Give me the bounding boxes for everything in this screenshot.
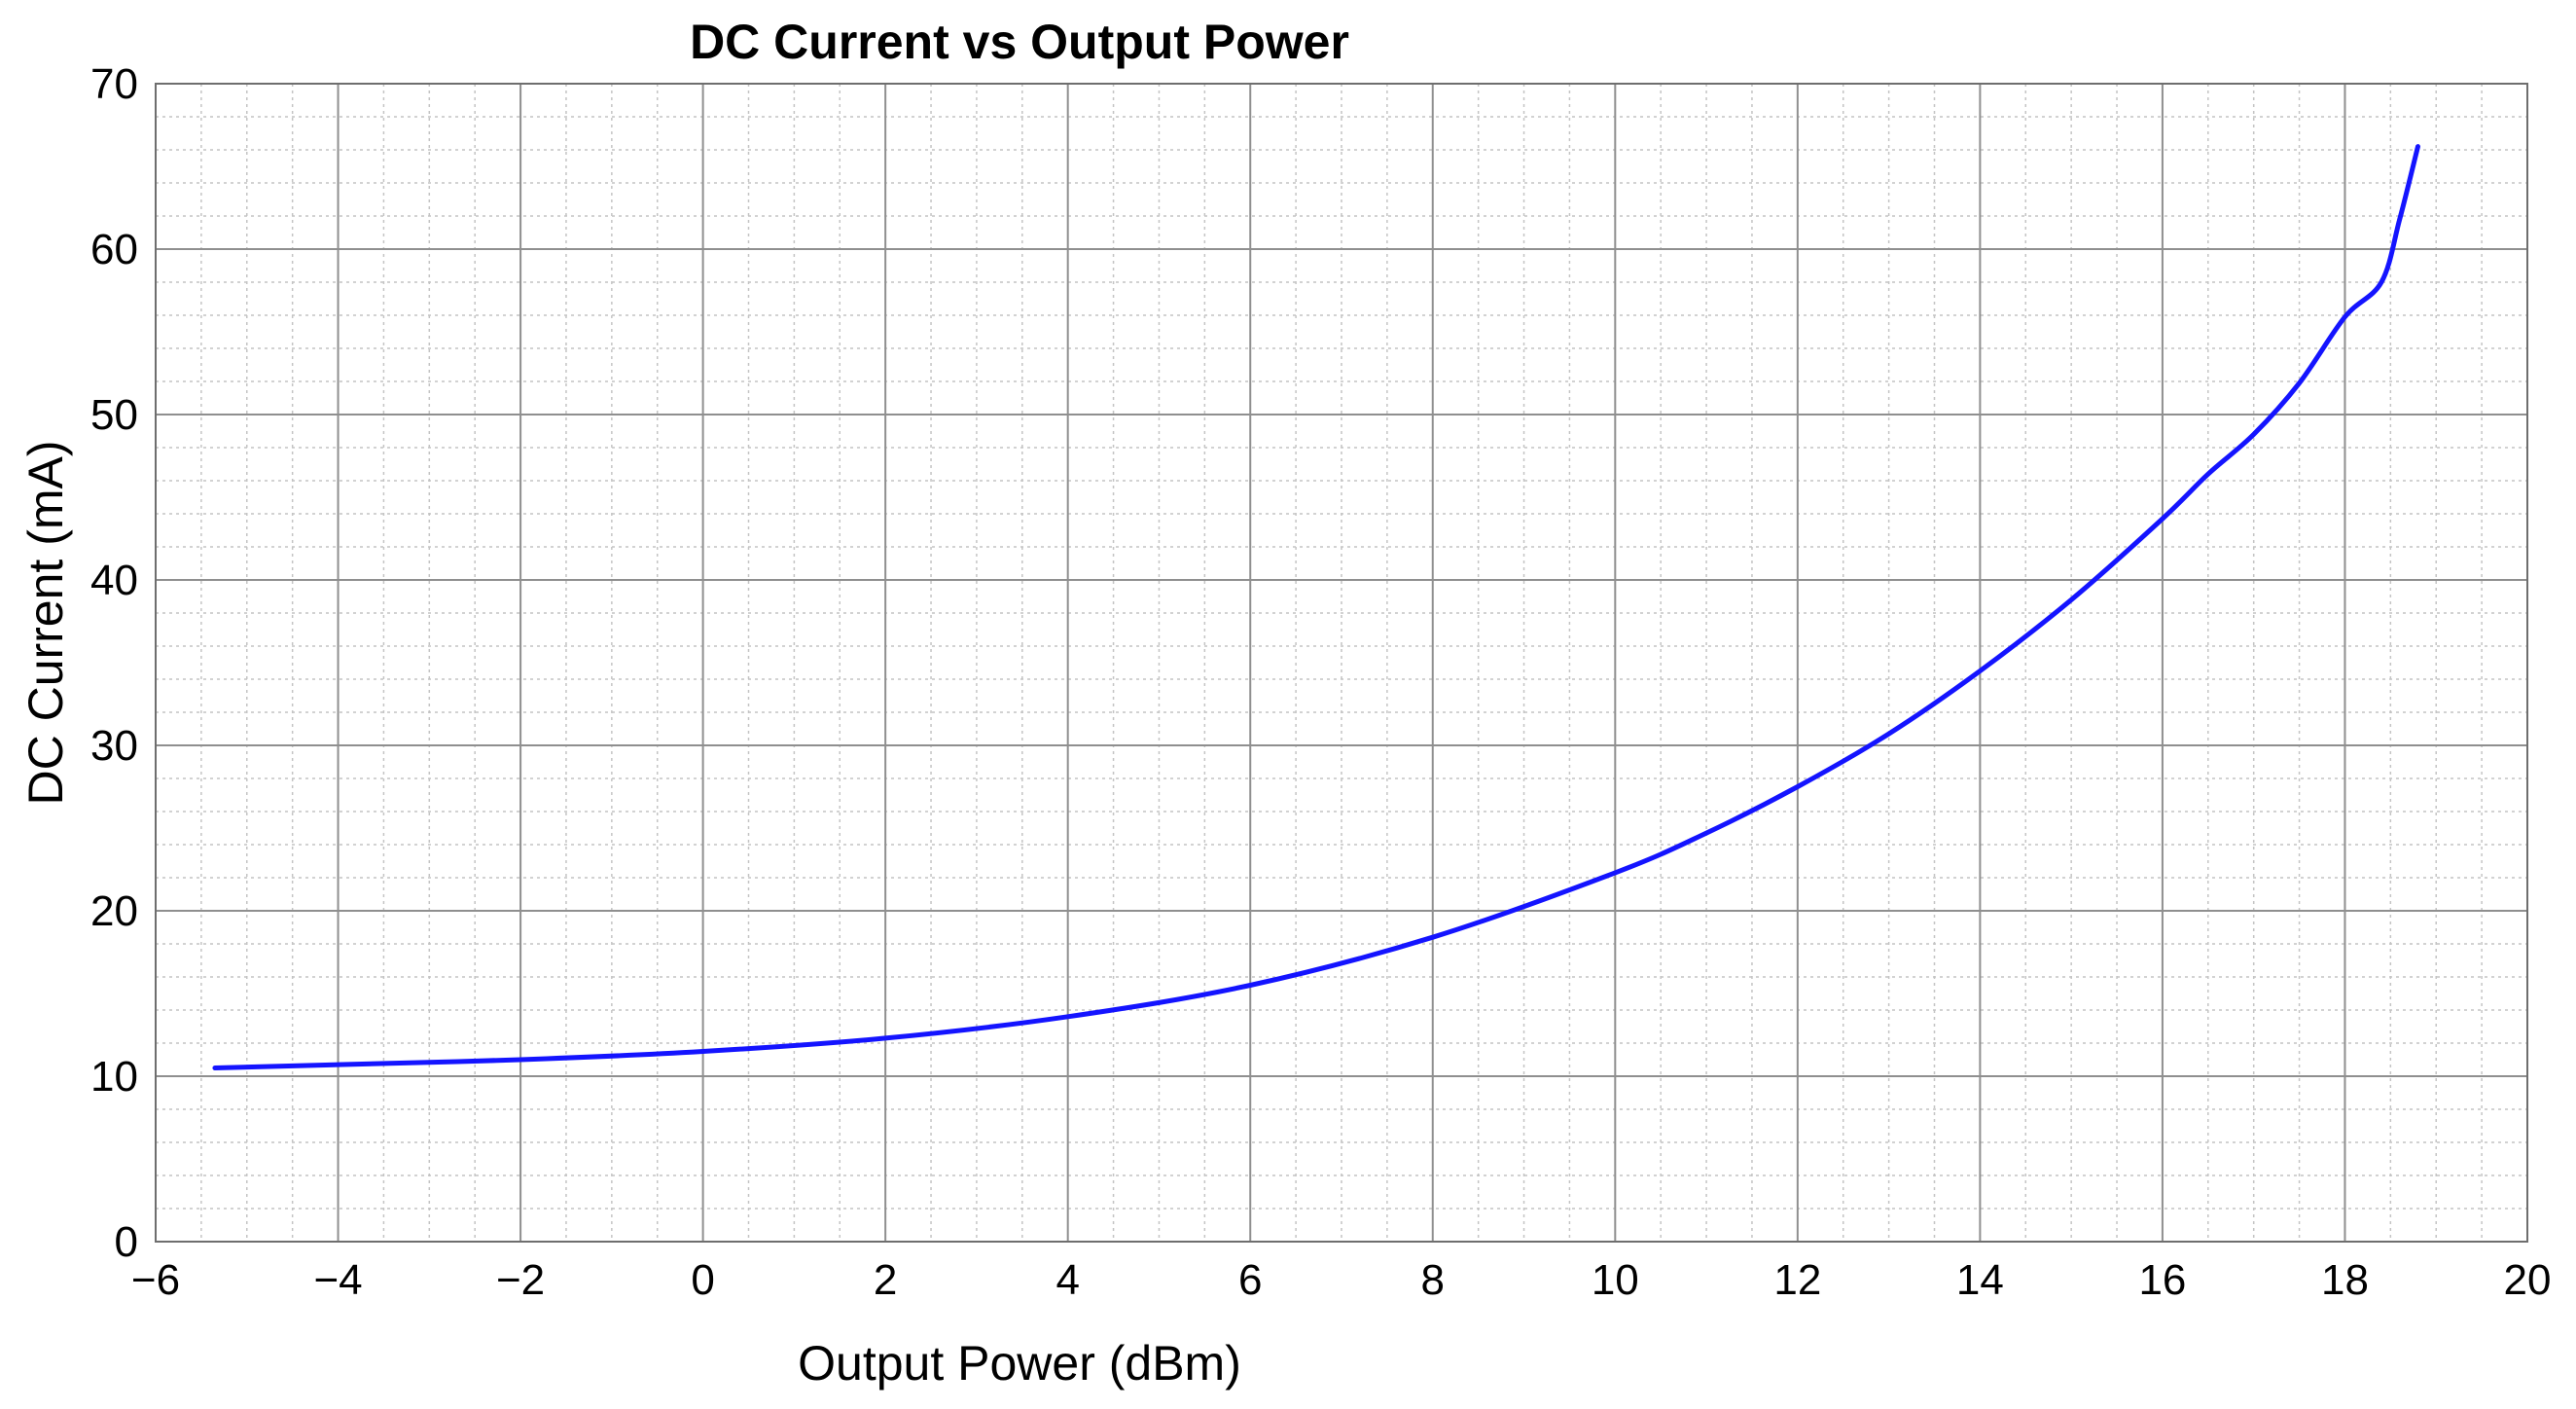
y-axis-label: DC Current (mA) — [18, 440, 73, 805]
x-tick-label: 0 — [691, 1256, 714, 1304]
x-tick-label: 12 — [1773, 1256, 1821, 1304]
x-tick-label: −2 — [496, 1256, 545, 1304]
y-ticks: 0 10 20 30 40 50 60 70 — [90, 60, 138, 1266]
y-tick-label: 70 — [90, 60, 138, 108]
plot-area-border — [155, 83, 2528, 1243]
x-tick-label: 18 — [2321, 1256, 2369, 1304]
y-tick-label: 10 — [90, 1053, 138, 1101]
x-tick-label: 10 — [1592, 1256, 1639, 1304]
series-line — [212, 144, 2420, 1070]
plot-frame — [155, 83, 2528, 1243]
y-tick-label: 0 — [115, 1218, 138, 1266]
x-ticks: −6 −4 −2 0 2 4 6 8 10 12 14 16 18 20 — [131, 1256, 2552, 1304]
x-tick-label: 20 — [2504, 1256, 2552, 1304]
x-axis-label: Output Power (dBm) — [798, 1336, 1241, 1391]
series-group — [212, 144, 2420, 1070]
x-tick-label: 16 — [2138, 1256, 2186, 1304]
chart-title: DC Current vs Output Power — [690, 15, 1349, 69]
x-tick-label: 14 — [1956, 1256, 2004, 1304]
y-tick-label: 50 — [90, 391, 138, 439]
x-tick-label: −6 — [131, 1256, 180, 1304]
y-tick-label: 20 — [90, 887, 138, 935]
y-tick-label: 60 — [90, 226, 138, 273]
x-tick-label: 8 — [1421, 1256, 1445, 1304]
minor-grid — [156, 84, 2527, 1242]
y-tick-label: 30 — [90, 722, 138, 770]
x-tick-label: −4 — [313, 1256, 362, 1304]
y-tick-label: 40 — [90, 557, 138, 604]
x-tick-label: 2 — [874, 1256, 897, 1304]
x-tick-label: 6 — [1238, 1256, 1262, 1304]
x-tick-label: 4 — [1055, 1256, 1079, 1304]
